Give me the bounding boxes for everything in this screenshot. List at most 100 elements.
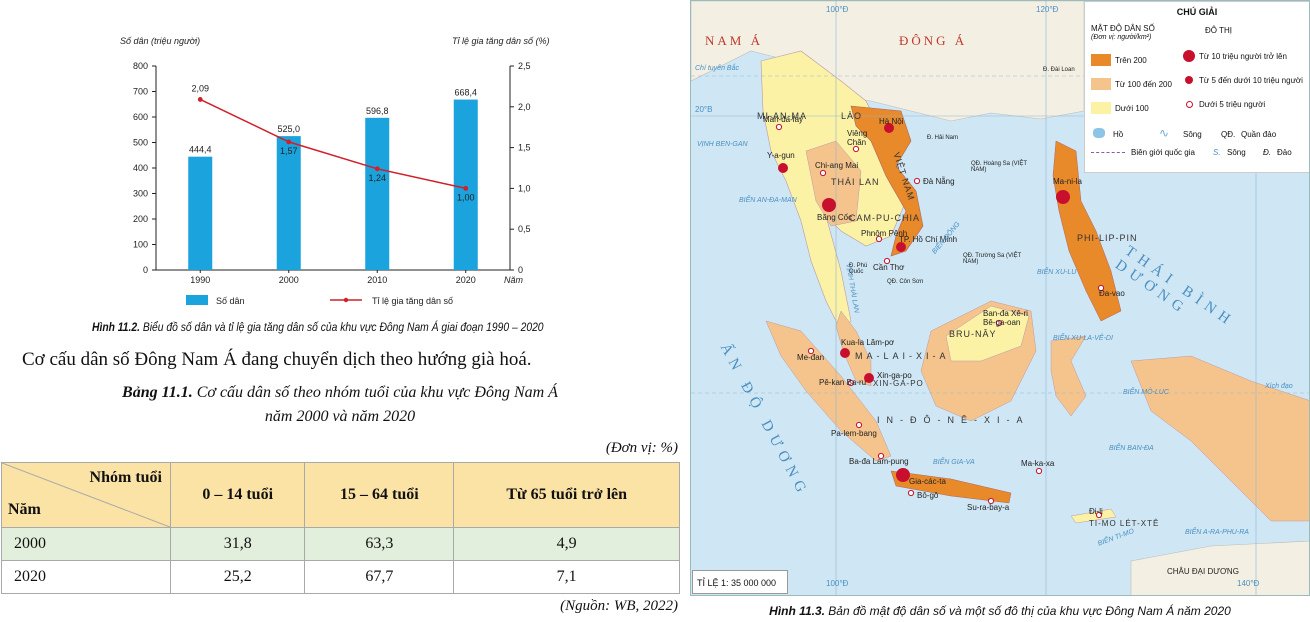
table-caption-text: Cơ cấu dân số theo nhóm tuổi của khu vực… — [192, 384, 558, 401]
right-tick-label: 2,5 — [518, 61, 531, 71]
legend-symbol-label: Quần đảo — [1241, 130, 1277, 139]
city-small-marker — [855, 421, 863, 429]
city-label: Băng Cốc — [817, 213, 853, 222]
city-small-marker — [987, 497, 995, 505]
legend-city-label: Dưới 5 triệu người — [1199, 100, 1266, 109]
island-label: Đ. Đài Loan — [1043, 67, 1075, 73]
country-label: BRU-NÂY — [949, 329, 997, 339]
table-cell: 4,9 — [453, 527, 680, 561]
land-philippines — [1052, 140, 1122, 322]
left-tick-label: 800 — [133, 61, 148, 71]
city-label: Cần Thơ — [873, 263, 905, 272]
right-axis-title: Tỉ lệ gia tăng dân số (%) — [452, 36, 550, 46]
city-small-marker — [995, 319, 1003, 327]
legend-abbr: Đ. — [1263, 148, 1271, 157]
population-bar-label: 525,0 — [277, 124, 300, 134]
country-label: MI-AN-MA — [757, 111, 807, 121]
city-label: Ma-ni-la — [1053, 177, 1082, 186]
rate-point-label: 1,57 — [280, 146, 298, 156]
sea-label: VỊNH BEN-GAN — [697, 141, 748, 148]
legend-symbol-label: QĐ. — [1221, 130, 1236, 139]
legend-bar-label: Số dân — [216, 296, 245, 306]
country-label: THÁI LAN — [831, 177, 880, 187]
land-malay-peninsula — [835, 310, 872, 387]
country-label: PHI-LIP-PIN — [1077, 233, 1138, 243]
city-label: Đa-vao — [1099, 289, 1125, 298]
map-caption: Hình 11.3. Bản đồ mật độ dân số và một s… — [690, 604, 1310, 618]
x-tick-label: 2010 — [367, 275, 387, 285]
city-small-marker — [807, 347, 815, 355]
left-tick-label: 0 — [143, 265, 148, 275]
rate-point — [286, 139, 292, 145]
sea-label: BIỂN XU-LU — [1037, 269, 1077, 276]
city-label: Pa-lem-bang — [831, 429, 877, 438]
population-density-map: NAM Á ĐÔNG Á THÁI BÌNH DƯƠNG ẤN ĐỘ DƯƠNG… — [690, 0, 1310, 596]
country-label: TI-MO LÉT-XTÊ — [1089, 519, 1160, 528]
city-medium-marker — [840, 348, 850, 358]
column-header: 15 – 64 tuổi — [304, 462, 455, 528]
city-small-marker — [775, 123, 783, 131]
rate-point-label: 2,09 — [191, 83, 209, 93]
land-java — [890, 470, 1012, 504]
rate-point-label: 1,00 — [457, 192, 475, 202]
map-caption-label: Hình 11.3. — [769, 604, 825, 618]
city-label: Bô-gô — [917, 491, 939, 500]
city-label: Man-đa-lay — [763, 115, 804, 124]
legend-city-title: ĐÔ THỊ — [1205, 26, 1232, 35]
left-tick-label: 300 — [133, 189, 148, 199]
legend-density-label: Dưới 100 — [1115, 104, 1149, 113]
right-tick-label: 2,0 — [518, 102, 531, 112]
land-timor — [1070, 508, 1117, 524]
land-north — [691, 1, 1085, 122]
legend-swatch-mid — [1091, 78, 1111, 90]
city-small-marker — [819, 169, 827, 177]
region-label: NAM Á — [705, 33, 763, 48]
region-label: ĐÔNG Á — [899, 33, 968, 48]
legend-density-label: Trên 200 — [1115, 56, 1147, 65]
legend-density-title: MẬT ĐỘ DÂN SỐ — [1091, 24, 1155, 33]
rate-point — [374, 166, 380, 172]
city-medium-marker — [896, 242, 906, 252]
city-label: Y-a-gun — [767, 151, 795, 160]
lake-icon — [1093, 128, 1105, 138]
x-tick-label: 2020 — [456, 275, 476, 285]
right-tick-label: 1,5 — [518, 143, 531, 153]
city-small-marker — [877, 452, 885, 460]
city-large-marker — [896, 468, 910, 482]
sea-label: BIỂN A-RA-PHU-RA — [1185, 529, 1249, 536]
diagonal-line — [2, 463, 170, 527]
legend-city-large-icon — [1183, 50, 1195, 62]
city-label: Pê-kan Ba-ru — [819, 378, 867, 387]
population-bar-label: 668,4 — [454, 88, 477, 98]
table-caption-label: Bảng 11.1. — [122, 384, 193, 401]
map-legend: CHÚ GIẢI MẬT ĐỘ DÂN SỐ (Đơn vị: người/km… — [1084, 1, 1309, 173]
legend-line-label: Tỉ lệ gia tăng dân số — [372, 296, 453, 306]
left-tick-label: 400 — [133, 163, 148, 173]
population-bar — [365, 117, 390, 270]
legend-border-label: Biên giới quốc gia — [1131, 148, 1195, 157]
population-bar-label: 444,4 — [189, 145, 212, 155]
population-bar — [188, 156, 213, 270]
table-caption-line2: năm 2000 và năm 2020 — [264, 408, 416, 425]
diagonal-header-cell: Nhóm tuổi Năm — [1, 462, 171, 528]
legend-city-label: Từ 5 đến dưới 10 triệu người — [1199, 76, 1303, 85]
x-tick-label: 1990 — [190, 275, 210, 285]
sea-label: BIỂN BAN-ĐA — [1109, 445, 1154, 452]
city-medium-marker — [884, 123, 894, 133]
island-label: Đ. Hải Nam — [927, 135, 959, 141]
island-label: Đ. Phú Quốc — [849, 263, 868, 275]
population-bar-label: 596,8 — [366, 106, 389, 116]
country-label: LÀO — [841, 111, 863, 121]
rate-point-label: 1,24 — [368, 173, 386, 183]
city-label: Hà Nội — [879, 117, 904, 126]
sea-label: BIỂN MÔ-LUC — [1123, 389, 1169, 396]
table-cell: 31,8 — [169, 527, 306, 561]
map-base-shapes — [691, 1, 1309, 595]
population-bar — [453, 99, 478, 270]
rate-series-line — [199, 98, 466, 190]
city-label: Me-đan — [797, 353, 825, 362]
city-small-marker — [847, 379, 855, 387]
legend-abbr: S. — [1213, 148, 1221, 157]
sea-label: BIỂN XU-LA-VÊ-DI — [1053, 335, 1113, 342]
city-large-marker — [1056, 190, 1070, 204]
